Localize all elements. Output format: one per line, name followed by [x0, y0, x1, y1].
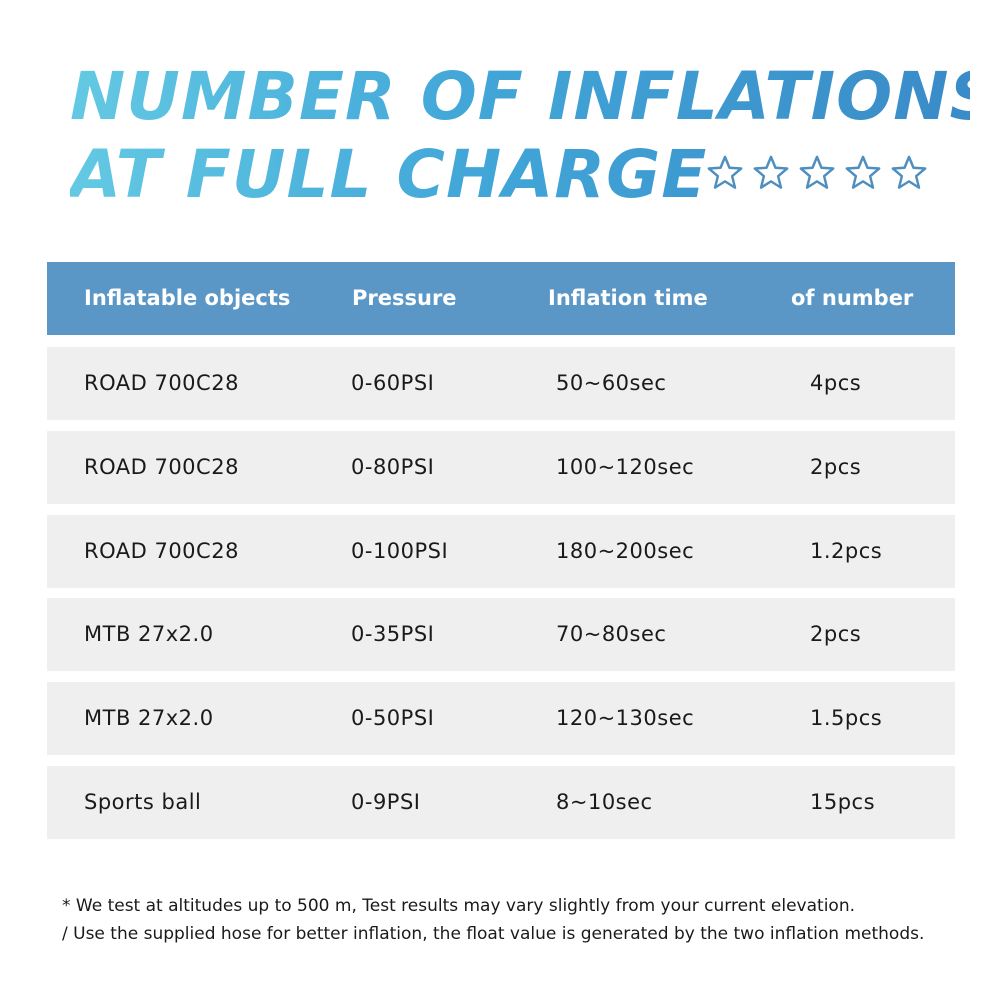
cell-time: 180~200sec — [556, 539, 695, 563]
table-row: ROAD 700C28 0-100PSI 180~200sec 1.2pcs — [47, 515, 955, 588]
cell-number: 4pcs — [810, 371, 862, 395]
table-row: MTB 27x2.0 0-50PSI 120~130sec 1.5pcs — [47, 682, 955, 755]
cell-time: 50~60sec — [556, 371, 667, 395]
cell-pressure: 0-50PSI — [351, 706, 435, 730]
cell-time: 100~120sec — [556, 455, 695, 479]
table-row: ROAD 700C28 0-60PSI 50~60sec 4pcs — [47, 347, 955, 420]
cell-object: Sports ball — [84, 790, 202, 814]
cell-number: 2pcs — [810, 455, 862, 479]
cell-time: 120~130sec — [556, 706, 695, 730]
cell-object: ROAD 700C28 — [84, 371, 239, 395]
cell-pressure: 0-100PSI — [351, 539, 449, 563]
star-outline-icon — [707, 155, 743, 189]
column-header-number: of number — [791, 286, 914, 310]
cell-pressure: 0-9PSI — [351, 790, 421, 814]
cell-number: 1.5pcs — [810, 706, 883, 730]
footnote-hose: / Use the supplied hose for better infla… — [62, 924, 925, 944]
cell-object: MTB 27x2.0 — [84, 622, 214, 646]
cell-pressure: 0-80PSI — [351, 455, 435, 479]
table-row: ROAD 700C28 0-80PSI 100~120sec 2pcs — [47, 431, 955, 504]
cell-pressure: 0-60PSI — [351, 371, 435, 395]
cell-number: 1.2pcs — [810, 539, 883, 563]
star-rating — [706, 154, 928, 192]
footnote-altitude: * We test at altitudes up to 500 m, Test… — [62, 896, 855, 916]
column-header-inflation-time: Inflation time — [548, 286, 708, 310]
cell-number: 2pcs — [810, 622, 862, 646]
cell-time: 70~80sec — [556, 622, 667, 646]
table-header: Inflatable objects Pressure Inflation ti… — [47, 262, 955, 335]
cell-object: ROAD 700C28 — [84, 455, 239, 479]
column-header-inflatable-objects: Inflatable objects — [84, 286, 291, 310]
cell-object: MTB 27x2.0 — [84, 706, 214, 730]
cell-pressure: 0-35PSI — [351, 622, 435, 646]
cell-time: 8~10sec — [556, 790, 653, 814]
table-row: MTB 27x2.0 0-35PSI 70~80sec 2pcs — [47, 598, 955, 671]
star-outline-icon — [891, 155, 927, 189]
star-outline-icon — [845, 155, 881, 189]
star-outline-icon — [799, 155, 835, 189]
column-header-pressure: Pressure — [352, 286, 457, 310]
table-row: Sports ball 0-9PSI 8~10sec 15pcs — [47, 766, 955, 839]
star-outline-icon — [753, 155, 789, 189]
title-line-1: NUMBER OF INFLATIONS — [70, 58, 999, 135]
cell-object: ROAD 700C28 — [84, 539, 239, 563]
cell-number: 15pcs — [810, 790, 876, 814]
